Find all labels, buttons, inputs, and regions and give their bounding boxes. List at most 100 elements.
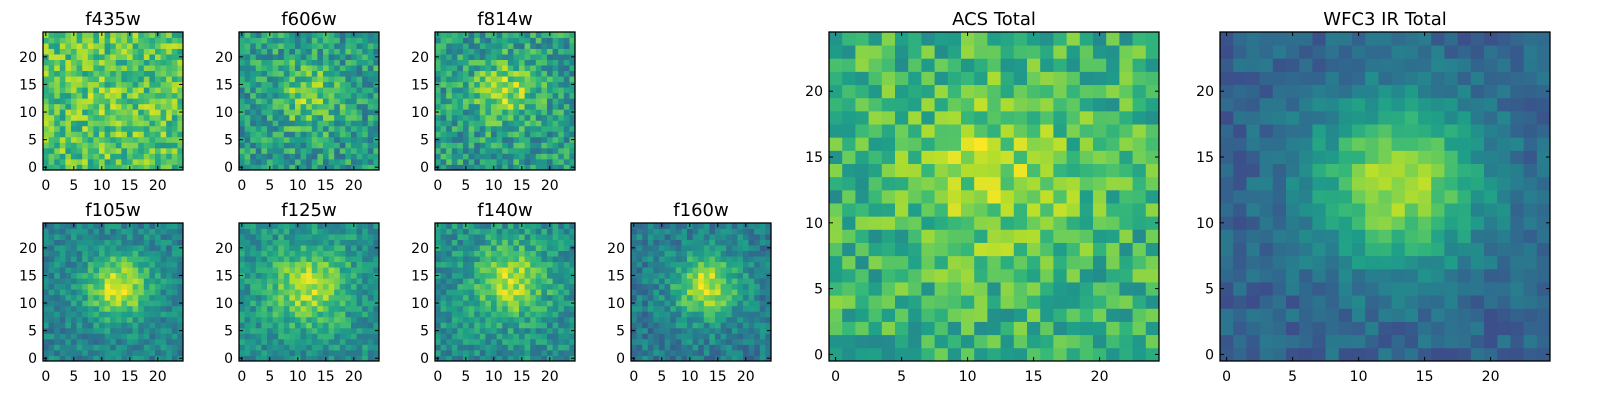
- heatmap-cell: [121, 54, 128, 60]
- heatmap-cell: [535, 344, 542, 351]
- heatmap-cell: [48, 223, 55, 229]
- heatmap-cell: [132, 158, 139, 165]
- heatmap-cell: [239, 261, 245, 268]
- heatmap-cell: [59, 355, 66, 362]
- heatmap-cell: [362, 300, 369, 307]
- heatmap-cell: [759, 234, 766, 240]
- heatmap-cell: [653, 256, 660, 263]
- heatmap-cell: [463, 300, 469, 307]
- heatmap-cell: [132, 305, 139, 312]
- heatmap-cell: [54, 272, 61, 279]
- heatmap-cell: [440, 322, 447, 329]
- heatmap-cell: [513, 300, 520, 307]
- heatmap-cell: [703, 256, 710, 263]
- heatmap-cell: [295, 261, 301, 268]
- heatmap-cell: [356, 256, 363, 263]
- heatmap-cell: [143, 114, 150, 121]
- heatmap-cell: [502, 333, 509, 340]
- heatmap-cell: [457, 289, 464, 296]
- heatmap-cell: [356, 59, 363, 66]
- heatmap-cell: [171, 87, 178, 94]
- heatmap-cell: [468, 223, 475, 229]
- heatmap-cell: [451, 87, 458, 94]
- heatmap-cell: [239, 114, 245, 121]
- heatmap-cell: [485, 70, 492, 77]
- heatmap-cell: [664, 327, 671, 334]
- heatmap-cell: [547, 114, 553, 121]
- heatmap-cell: [653, 223, 660, 229]
- heatmap-cell: [115, 153, 122, 160]
- heatmap-cell: [1040, 229, 1054, 243]
- heatmap-cell: [468, 256, 475, 263]
- heatmap-cell: [110, 59, 117, 66]
- heatmap-cell: [177, 87, 184, 94]
- heatmap-cell: [759, 327, 766, 334]
- heatmap-cell: [563, 98, 570, 105]
- heatmap-cell: [692, 327, 699, 334]
- heatmap-cell: [311, 289, 318, 296]
- heatmap-cell: [143, 131, 150, 138]
- heatmap-cell: [507, 278, 514, 285]
- heatmap-cell: [115, 223, 122, 229]
- heatmap-cell: [659, 256, 665, 263]
- heatmap-cell: [1145, 203, 1160, 217]
- heatmap-cell: [491, 349, 497, 356]
- heatmap-cell: [93, 250, 100, 257]
- heatmap-cell: [552, 327, 559, 334]
- heatmap-cell: [267, 294, 273, 301]
- heatmap-cell: [513, 223, 520, 229]
- heatmap-cell: [1106, 255, 1120, 270]
- heatmap-cell: [1132, 255, 1147, 270]
- heatmap-cell: [720, 228, 727, 235]
- heatmap-cell: [895, 150, 909, 164]
- heatmap-cell: [519, 65, 525, 72]
- heatmap-cell: [1106, 229, 1120, 243]
- heatmap-cell: [569, 98, 576, 105]
- heatmap-cell: [127, 294, 133, 301]
- heatmap-cell: [446, 114, 453, 121]
- heatmap-cell: [351, 153, 357, 160]
- heatmap-cell: [356, 114, 363, 121]
- heatmap-cell: [934, 216, 949, 230]
- heatmap-cell: [485, 223, 492, 229]
- heatmap-cell: [339, 322, 346, 329]
- heatmap-cell: [435, 234, 441, 240]
- heatmap-cell: [93, 344, 100, 351]
- heatmap-cell: [1013, 282, 1028, 296]
- heatmap-cell: [731, 234, 738, 240]
- heatmap-cell: [278, 65, 285, 72]
- heatmap-cell: [160, 344, 167, 351]
- heatmap-cell: [479, 300, 486, 307]
- heatmap-cell: [524, 322, 531, 329]
- heatmap-cell: [1013, 189, 1028, 204]
- heatmap-cell: [300, 333, 307, 340]
- heatmap-cell: [687, 289, 693, 296]
- heatmap-cell: [295, 234, 301, 240]
- heatmap-cell: [446, 37, 453, 44]
- heatmap-cell: [87, 333, 94, 340]
- heatmap-cell: [987, 216, 1001, 230]
- heatmap-cell: [524, 158, 531, 165]
- heatmap-cell: [323, 289, 329, 296]
- heatmap-cell: [300, 349, 307, 356]
- x-tick-label: 0: [41, 178, 50, 194]
- heatmap-cell: [149, 316, 156, 323]
- heatmap-cell: [272, 349, 279, 356]
- heatmap-cell: [535, 48, 542, 55]
- heatmap-cell: [244, 136, 251, 143]
- heatmap-cell: [759, 338, 766, 345]
- heatmap-cell: [317, 228, 324, 235]
- heatmap-cell: [541, 103, 548, 110]
- heatmap-cell: [479, 158, 486, 165]
- heatmap-cell: [351, 311, 357, 318]
- heatmap-cell: [687, 333, 693, 340]
- heatmap-cell: [842, 321, 856, 336]
- heatmap-cell: [541, 65, 548, 72]
- heatmap-cell: [1079, 308, 1094, 322]
- heatmap-cell: [278, 223, 285, 229]
- heatmap-cell: [328, 239, 335, 246]
- heatmap-cell: [1119, 163, 1133, 178]
- heatmap-cell: [132, 87, 139, 94]
- heatmap-cell: [283, 333, 290, 340]
- heatmap-cell: [289, 32, 296, 38]
